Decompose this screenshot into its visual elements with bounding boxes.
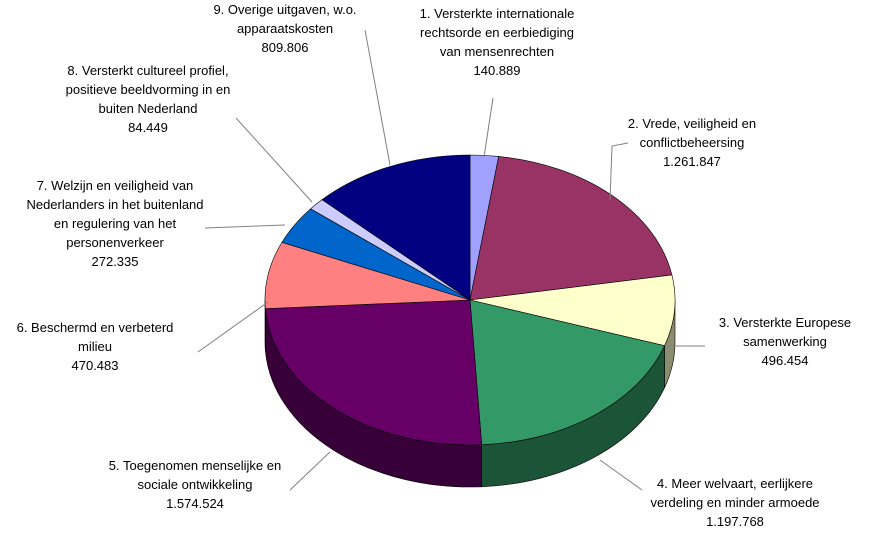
slice-label: 8. Versterkt cultureel profiel, positieve… <box>66 63 231 116</box>
value-label: 140.889 <box>474 63 521 78</box>
value-label: 1.574.524 <box>166 496 224 511</box>
slice <box>265 299 483 446</box>
value-label: 470.483 <box>72 358 119 373</box>
leader-line <box>364 29 391 166</box>
slice-label: 2. Vrede, veiligheid en conflictbeheersin… <box>628 116 756 150</box>
slice-label: 6. Beschermd en verbeterd milieu <box>17 320 174 354</box>
slice <box>469 156 673 301</box>
slice <box>321 154 471 301</box>
slice-label: 3. Versterkte Europese samenwerking <box>719 315 851 349</box>
slice-label-line: 3. Versterkte Europese <box>719 315 851 330</box>
value-label: 84.449 <box>128 120 168 135</box>
slice-label-line: apparaatskosten <box>237 21 333 36</box>
slice-label-line: 7. Welzijn en veiligheid van <box>37 178 194 193</box>
slice-label-line: Nederlanders in het buitenland <box>26 197 203 212</box>
slice-label-line: samenwerking <box>743 334 827 349</box>
leader-line <box>289 451 331 491</box>
slice-label-line: positieve beeldvorming in en <box>66 82 231 97</box>
value-label: 1.197.768 <box>706 514 764 529</box>
slice-label-line: rechtsorde en eerbiediging <box>420 25 574 40</box>
slice-label-line: 6. Beschermd en verbeterd <box>17 320 174 335</box>
leader-line <box>197 301 269 353</box>
value-label: 272.335 <box>92 254 139 269</box>
slice-label-line: milieu <box>78 339 112 354</box>
slice-label-line: 5. Toegenomen menselijke en <box>109 458 282 473</box>
slice-label: 5. Toegenomen menselijke en sociale ontwi… <box>109 458 282 492</box>
slice <box>264 241 471 309</box>
slice-label-line: 9. Overige uitgaven, w.o. <box>213 2 356 17</box>
slice-label-line: 1. Versterkte internationale <box>420 6 575 21</box>
slice <box>469 299 665 446</box>
leader-line <box>483 97 494 158</box>
slice-label-line: en regulering van het <box>54 216 177 231</box>
slice-label: 1. Versterkte internationale rechtsorde e… <box>420 6 575 59</box>
value-label: 496.454 <box>762 353 809 368</box>
slice-label-line: buiten Nederland <box>98 101 197 116</box>
slice <box>469 274 676 347</box>
slice-label-line: 4. Meer welvaart, eerlijkere <box>657 476 813 491</box>
leader-line <box>204 224 286 229</box>
slice-label-line: personenverkeer <box>66 235 164 250</box>
value-label: 809.806 <box>262 40 309 55</box>
slice-label-line: 2. Vrede, veiligheid en <box>628 116 756 131</box>
slice-label: 9. Overige uitgaven, w.o. apparaatskosten <box>213 2 356 36</box>
leader-line <box>235 117 313 203</box>
leader-line <box>599 459 643 491</box>
slice-label: 7. Welzijn en veiligheid van Nederlanders… <box>26 178 203 250</box>
slice-label-line: van mensenrechten <box>440 44 554 59</box>
slice-label-line: conflictbeheersing <box>640 135 745 150</box>
slice-label: 4. Meer welvaart, eerlijkere verdeling en… <box>650 476 819 510</box>
slice-label-line: sociale ontwikkeling <box>138 477 253 492</box>
value-label: 1.261.847 <box>663 154 721 169</box>
leader-line <box>609 142 629 201</box>
slice-label-line: 8. Versterkt cultureel profiel, <box>67 63 228 78</box>
slice-label-line: verdeling en minder armoede <box>650 495 819 510</box>
